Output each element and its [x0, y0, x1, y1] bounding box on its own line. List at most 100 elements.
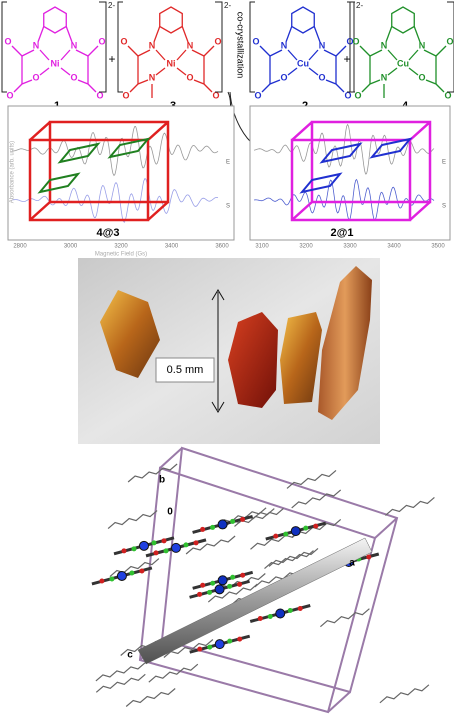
alkyl-chain: [291, 489, 342, 509]
cell-edge: [374, 517, 398, 539]
benzene: [43, 6, 67, 34]
bond: [87, 83, 97, 93]
bond: [423, 49, 437, 57]
atom: [366, 554, 372, 560]
crystal-photo: 0.5 mm: [78, 258, 380, 444]
atom: [237, 581, 243, 587]
atom-label: O: [70, 72, 77, 82]
bond: [425, 79, 437, 85]
alkyl-chain: [320, 608, 370, 628]
x-tick-label: 3300: [343, 244, 357, 250]
x-tick-label: 2800: [13, 244, 27, 250]
atom: [210, 580, 216, 586]
bond: [287, 67, 298, 76]
benzene: [391, 6, 415, 34]
alkyl-chain: [107, 510, 158, 530]
crystal: [318, 266, 372, 420]
axis-arrow: [137, 537, 373, 665]
metal-label: Cu: [397, 58, 409, 68]
metal-label: Ni: [51, 58, 60, 68]
atom-label: N: [281, 40, 288, 50]
alkyl-chain: [148, 663, 199, 683]
atom-label: N: [419, 40, 426, 50]
cell-box: [290, 120, 432, 222]
cell-edge: [160, 446, 399, 694]
alkyl-chain: [95, 673, 146, 693]
charge: 2-: [224, 1, 231, 10]
bond: [361, 83, 371, 93]
bond: [60, 49, 71, 61]
atom: [303, 525, 309, 531]
molecule-plane: [37, 172, 81, 194]
atom-label: N: [381, 72, 388, 82]
atom: [109, 576, 115, 582]
atom: [200, 582, 206, 588]
crystal-structure: b 0 a c: [91, 446, 435, 714]
bond: [87, 45, 99, 57]
atom: [227, 638, 233, 644]
atom-label: O: [254, 90, 261, 100]
atom: [183, 542, 189, 548]
bond: [413, 26, 421, 43]
bond: [60, 67, 71, 76]
bond: [181, 26, 189, 43]
atom: [214, 639, 225, 650]
alkyl-chain: [250, 530, 300, 550]
panel-frame: [7, 105, 235, 241]
atom: [197, 646, 203, 652]
atom: [230, 574, 236, 580]
bond: [285, 26, 293, 43]
x-tick-label: 3400: [165, 244, 179, 250]
metal-label: Ni: [167, 58, 176, 68]
atom: [161, 538, 167, 544]
benzene: [291, 6, 315, 34]
atom: [163, 548, 169, 554]
alkyl-chain: [125, 688, 176, 707]
bond: [259, 45, 271, 57]
bond: [359, 45, 371, 57]
atom: [283, 531, 289, 537]
atom-label: N: [149, 72, 156, 82]
atom: [200, 526, 206, 532]
alkyl-chain: [109, 558, 160, 578]
charge: 2-: [356, 1, 363, 10]
bond: [387, 67, 398, 76]
atom: [197, 591, 203, 597]
atom: [267, 614, 273, 620]
atom: [207, 644, 213, 650]
bond: [176, 67, 187, 76]
benzene: [159, 6, 183, 34]
atom-label: O: [4, 36, 11, 46]
atom-label: N: [187, 40, 194, 50]
bond: [127, 45, 139, 57]
bond: [325, 79, 337, 85]
atom-label: O: [318, 72, 325, 82]
spectra: E S 2800 3000 3200 3400 3600 Magnetic Field (Gs…: [7, 105, 451, 258]
atom-label: O: [352, 36, 359, 46]
bond: [21, 49, 35, 57]
bracket: [249, 1, 355, 93]
alkyl-chain: [207, 583, 258, 603]
alkyl-chain: [286, 469, 337, 489]
atom-label: O: [98, 36, 105, 46]
crystal: [228, 312, 278, 408]
scale-label: 0.5 mm: [167, 364, 204, 376]
molecule-plane: [299, 172, 343, 194]
bond: [176, 49, 187, 61]
atom: [275, 608, 286, 619]
atom: [121, 548, 127, 554]
alkyl-chain: [127, 463, 178, 483]
atom-label: O: [6, 90, 13, 100]
molecule-plane: [319, 142, 363, 164]
bond: [435, 83, 445, 93]
bond: [308, 49, 319, 61]
atom: [99, 578, 105, 584]
bond: [408, 67, 419, 76]
atom-label: O: [418, 72, 425, 82]
alkyl-chain: [385, 496, 435, 516]
bond: [191, 49, 205, 57]
alkyl-chain: [185, 535, 236, 555]
atom: [230, 518, 236, 524]
atom: [297, 606, 303, 612]
